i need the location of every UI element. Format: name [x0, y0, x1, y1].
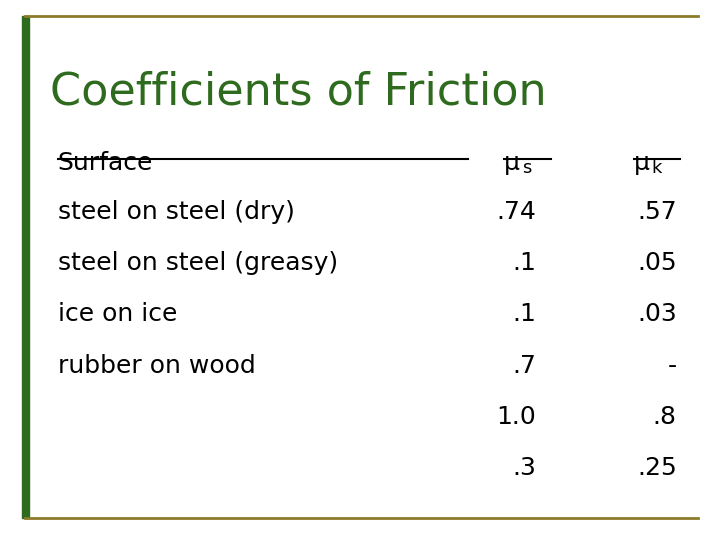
Text: .1: .1 — [513, 302, 536, 326]
Text: μ: μ — [504, 151, 520, 175]
Text: 1.0: 1.0 — [497, 405, 536, 429]
Text: μ: μ — [634, 151, 649, 175]
Text: s: s — [522, 159, 531, 177]
Text: Surface: Surface — [58, 151, 153, 175]
Text: .74: .74 — [497, 200, 536, 224]
Text: steel on steel (dry): steel on steel (dry) — [58, 200, 294, 224]
Text: ice on ice: ice on ice — [58, 302, 177, 326]
Text: .7: .7 — [513, 354, 536, 377]
Text: .05: .05 — [637, 251, 677, 275]
Text: rubber on wood: rubber on wood — [58, 354, 256, 377]
Text: .1: .1 — [513, 251, 536, 275]
Text: .8: .8 — [653, 405, 677, 429]
Text: .25: .25 — [637, 456, 677, 480]
Text: steel on steel (greasy): steel on steel (greasy) — [58, 251, 338, 275]
Text: k: k — [652, 159, 662, 177]
Text: .3: .3 — [513, 456, 536, 480]
Text: .57: .57 — [637, 200, 677, 224]
Text: -: - — [667, 354, 677, 377]
Text: Coefficients of Friction: Coefficients of Friction — [50, 70, 547, 113]
Text: .03: .03 — [637, 302, 677, 326]
